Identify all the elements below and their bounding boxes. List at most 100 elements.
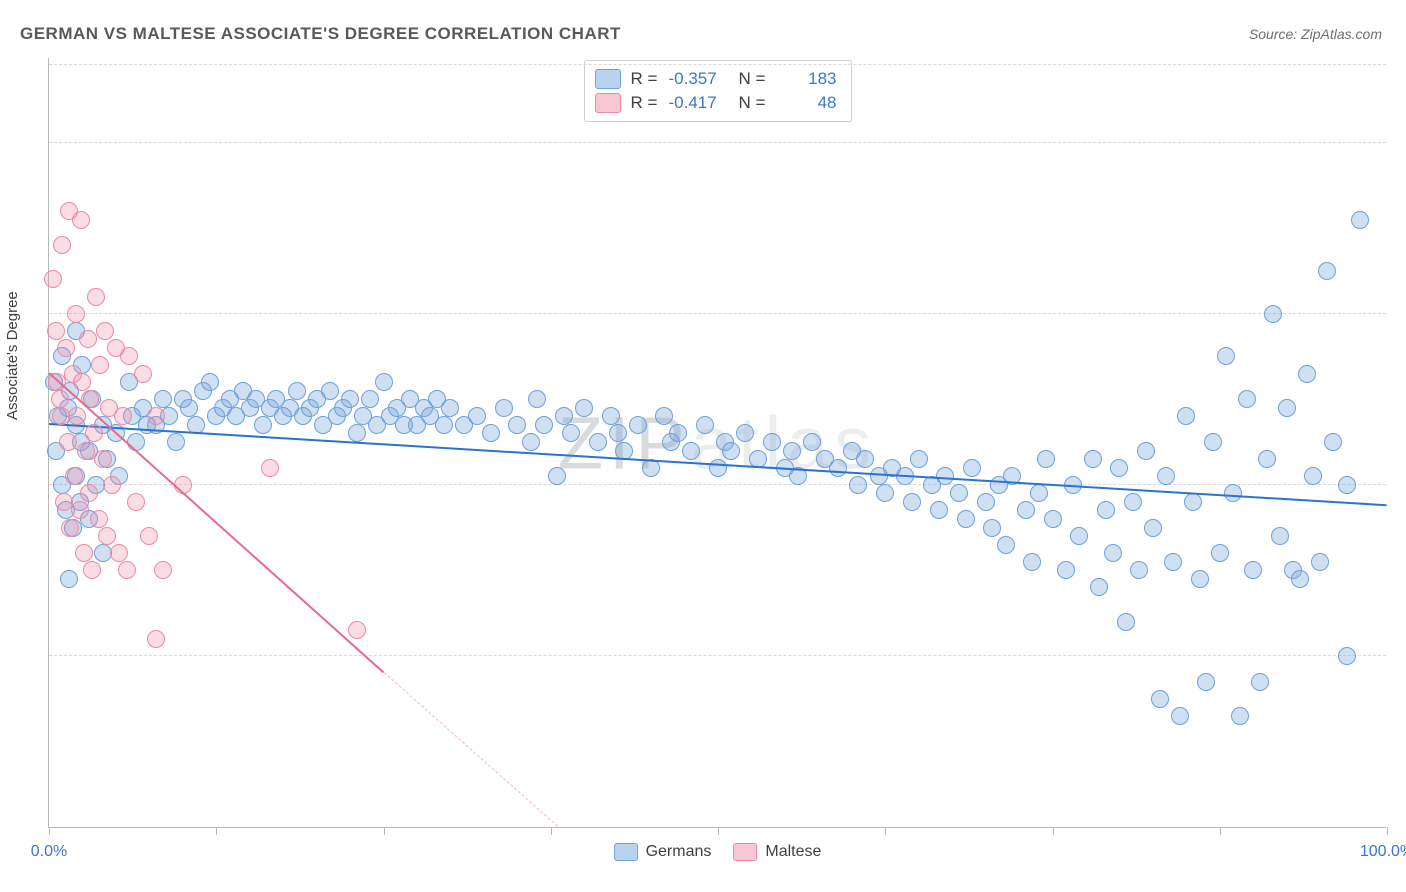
data-point-germans (655, 407, 673, 425)
data-point-germans (997, 536, 1015, 554)
data-point-germans (341, 390, 359, 408)
data-point-germans (1070, 527, 1088, 545)
legend-n-value: 48 (777, 91, 837, 115)
data-point-germans (348, 424, 366, 442)
data-point-germans (1318, 262, 1336, 280)
x-tick (885, 827, 886, 835)
data-point-germans (1311, 553, 1329, 571)
legend-swatch (614, 843, 638, 861)
data-point-maltese (53, 236, 71, 254)
data-point-maltese (98, 527, 116, 545)
data-point-maltese (57, 339, 75, 357)
data-point-maltese (47, 322, 65, 340)
data-point-germans (1090, 578, 1108, 596)
data-point-maltese (120, 347, 138, 365)
data-point-germans (288, 382, 306, 400)
data-point-maltese (87, 288, 105, 306)
data-point-germans (1338, 647, 1356, 665)
data-point-maltese (114, 407, 132, 425)
data-point-germans (803, 433, 821, 451)
data-point-maltese (103, 476, 121, 494)
data-point-germans (562, 424, 580, 442)
data-point-maltese (134, 365, 152, 383)
x-tick-label: 0.0% (31, 843, 67, 861)
source-credit: Source: ZipAtlas.com (1249, 26, 1382, 42)
data-point-germans (1037, 450, 1055, 468)
data-point-germans (950, 484, 968, 502)
data-point-germans (1304, 467, 1322, 485)
data-point-maltese (73, 373, 91, 391)
series-legend-label: Germans (646, 843, 712, 860)
source-prefix: Source: (1249, 26, 1301, 42)
data-point-maltese (91, 356, 109, 374)
gridline-h (49, 313, 1386, 314)
data-point-germans (575, 399, 593, 417)
data-point-germans (1117, 613, 1135, 631)
data-point-germans (849, 476, 867, 494)
data-point-germans (1217, 347, 1235, 365)
x-tick (1220, 827, 1221, 835)
data-point-germans (589, 433, 607, 451)
data-point-maltese (261, 459, 279, 477)
data-point-germans (1291, 570, 1309, 588)
data-point-germans (1351, 211, 1369, 229)
data-point-germans (435, 416, 453, 434)
data-point-maltese (90, 510, 108, 528)
data-point-germans (1164, 553, 1182, 571)
legend-r-label: R = (631, 67, 659, 91)
data-point-germans (903, 493, 921, 511)
data-point-maltese (96, 322, 114, 340)
data-point-germans (1238, 390, 1256, 408)
series-legend-item: Maltese (733, 843, 821, 861)
data-point-germans (1104, 544, 1122, 562)
data-point-germans (1271, 527, 1289, 545)
data-point-germans (361, 390, 379, 408)
data-point-maltese (75, 544, 93, 562)
data-point-germans (522, 433, 540, 451)
data-point-germans (1177, 407, 1195, 425)
data-point-germans (1224, 484, 1242, 502)
y-tick-label: 20.0% (1396, 629, 1406, 647)
data-point-germans (1191, 570, 1209, 588)
stats-legend-row: R =-0.417N =48 (595, 91, 837, 115)
data-point-germans (535, 416, 553, 434)
data-point-maltese (118, 561, 136, 579)
data-point-maltese (72, 211, 90, 229)
data-point-germans (127, 433, 145, 451)
data-point-germans (1171, 707, 1189, 725)
y-tick-label: 40.0% (1396, 458, 1406, 476)
x-tick (1387, 827, 1388, 835)
data-point-germans (1023, 553, 1041, 571)
series-legend-item: Germans (614, 843, 712, 861)
legend-r-value: -0.357 (669, 67, 729, 91)
source-name: ZipAtlas.com (1301, 26, 1382, 42)
data-point-germans (321, 382, 339, 400)
data-point-maltese (65, 467, 83, 485)
y-axis-label: Associate's Degree (4, 291, 21, 420)
data-point-maltese (147, 407, 165, 425)
data-point-maltese (110, 544, 128, 562)
x-tick (216, 827, 217, 835)
data-point-germans (930, 501, 948, 519)
stats-legend-row: R =-0.357N =183 (595, 67, 837, 91)
gridline-h (49, 64, 1386, 65)
data-point-germans (1084, 450, 1102, 468)
legend-n-value: 183 (777, 67, 837, 91)
data-point-maltese (140, 527, 158, 545)
data-point-maltese (80, 484, 98, 502)
data-point-germans (1137, 442, 1155, 460)
data-point-maltese (71, 501, 89, 519)
x-tick (551, 827, 552, 835)
gridline-h (49, 484, 1386, 485)
data-point-maltese (44, 270, 62, 288)
data-point-germans (60, 570, 78, 588)
data-point-germans (1338, 476, 1356, 494)
data-point-germans (629, 416, 647, 434)
data-point-germans (482, 424, 500, 442)
data-point-germans (722, 442, 740, 460)
data-point-maltese (51, 390, 69, 408)
data-point-germans (495, 399, 513, 417)
legend-swatch (733, 843, 757, 861)
scatter-plot-area: ZIPatlas R =-0.357N =183R =-0.417N =48 G… (48, 58, 1386, 828)
x-tick (1053, 827, 1054, 835)
